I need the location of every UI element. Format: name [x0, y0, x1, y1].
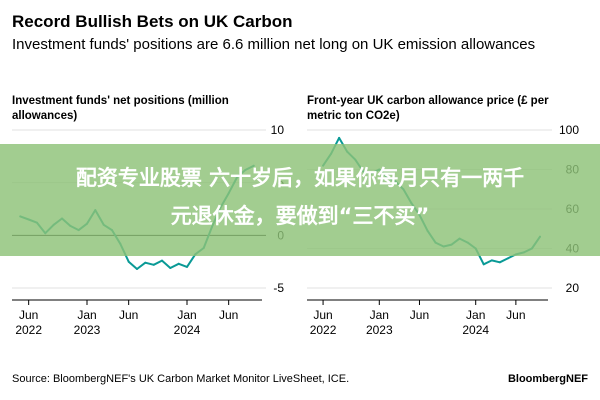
x-tick-label: Jan — [466, 308, 485, 322]
x-tick-label: 2023 — [366, 323, 393, 337]
data-point — [152, 263, 155, 266]
data-point — [338, 136, 341, 139]
source-note: Source: BloombergNEF's UK Carbon Market … — [12, 373, 350, 385]
x-tick-label: Jun — [506, 308, 525, 322]
x-tick-label: Jun — [219, 308, 238, 322]
x-tick-label: Jan — [77, 308, 96, 322]
data-point — [482, 263, 485, 266]
page-subtitle: Investment funds' positions are 6.6 mill… — [12, 36, 536, 53]
data-point — [161, 259, 163, 262]
data-point — [136, 268, 138, 270]
y-tick-label: 100 — [559, 123, 579, 137]
y-tick-label: 10 — [271, 123, 285, 137]
data-point — [169, 267, 172, 269]
overlay-text-line2: 元退休金，要做到“三不买” — [170, 204, 430, 228]
overlay-text-line1: 配资专业股票 六十岁后，如果你每月只有一两千 — [75, 166, 525, 190]
overlay-banner — [0, 144, 600, 256]
x-tick-label: Jun — [119, 308, 138, 322]
x-tick-label: Jun — [19, 308, 38, 322]
data-point — [144, 261, 147, 264]
x-tick-label: Jun — [410, 308, 429, 322]
page-title: Record Bullish Bets on UK Carbon — [12, 12, 293, 31]
x-tick-label: 2024 — [462, 323, 489, 337]
data-point — [177, 262, 180, 265]
data-point — [127, 260, 130, 263]
y-tick-label: 20 — [566, 281, 580, 295]
left-chart-title: Investment funds' net positions (million… — [12, 95, 229, 122]
data-point — [498, 261, 501, 264]
x-tick-label: Jun — [313, 308, 332, 322]
x-tick-label: Jan — [177, 308, 196, 322]
x-tick-label: 2022 — [310, 323, 337, 337]
data-point — [506, 257, 509, 260]
data-point — [186, 265, 188, 268]
brand-logo: BloombergNEF — [507, 373, 588, 385]
data-point — [490, 259, 493, 262]
y-tick-label: -5 — [273, 281, 284, 295]
x-tick-label: 2024 — [174, 323, 201, 337]
x-tick-label: 2022 — [15, 323, 42, 337]
right-chart-title: Front-year UK carbon allowance price (£ … — [307, 95, 549, 122]
x-tick-label: 2023 — [74, 323, 101, 337]
x-tick-label: Jan — [370, 308, 389, 322]
